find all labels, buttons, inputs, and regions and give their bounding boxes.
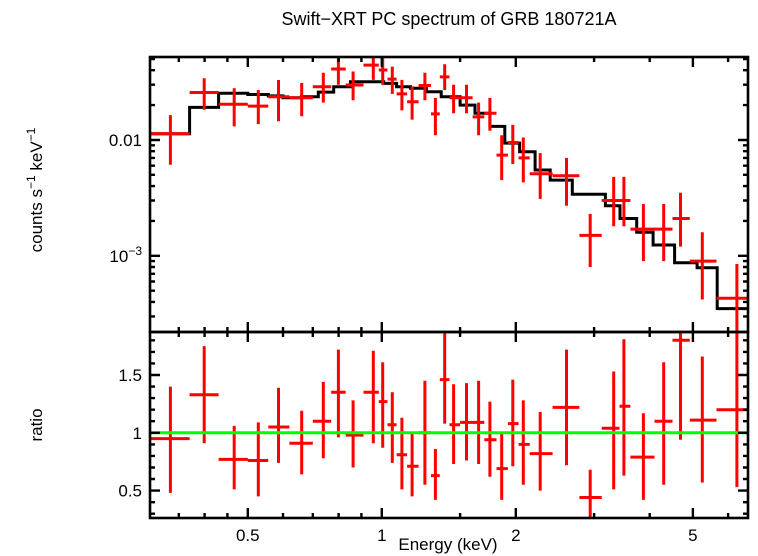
ratio-axis-label: ratio [27, 408, 46, 441]
x-tick-label: 0.5 [236, 526, 260, 545]
counts-tick-label: 0.01 [109, 131, 142, 150]
x-tick-label: 2 [511, 526, 520, 545]
counts-tick-label: 10−3 [109, 244, 142, 266]
panels-root: 0.01 10−3 0.5 1 2 5 0.5 1 1.5 [109, 55, 750, 545]
ratio-data-points [150, 332, 748, 518]
ratio-tick-label: 1 [133, 424, 142, 443]
ratio-frame [148, 330, 750, 520]
model-line [150, 80, 748, 311]
x-axis-label: Energy (keV) [398, 535, 497, 554]
ratio-tick-label: 1.5 [118, 366, 142, 385]
ratio-tick-label: 0.5 [118, 482, 142, 501]
spectrum-data-points [150, 57, 748, 332]
x-tick-label: 1 [377, 526, 386, 545]
spectrum-panel: 0.01 10−3 [109, 55, 750, 334]
counts-axis-label: counts s−1 keV−1 [24, 127, 46, 252]
axis-ticks [150, 57, 748, 518]
figure-title: Swift−XRT PC spectrum of GRB 180721A [282, 9, 617, 29]
x-tick-label: 5 [688, 526, 697, 545]
ratio-panel: 0.5 1 2 5 0.5 1 1.5 [118, 330, 750, 545]
